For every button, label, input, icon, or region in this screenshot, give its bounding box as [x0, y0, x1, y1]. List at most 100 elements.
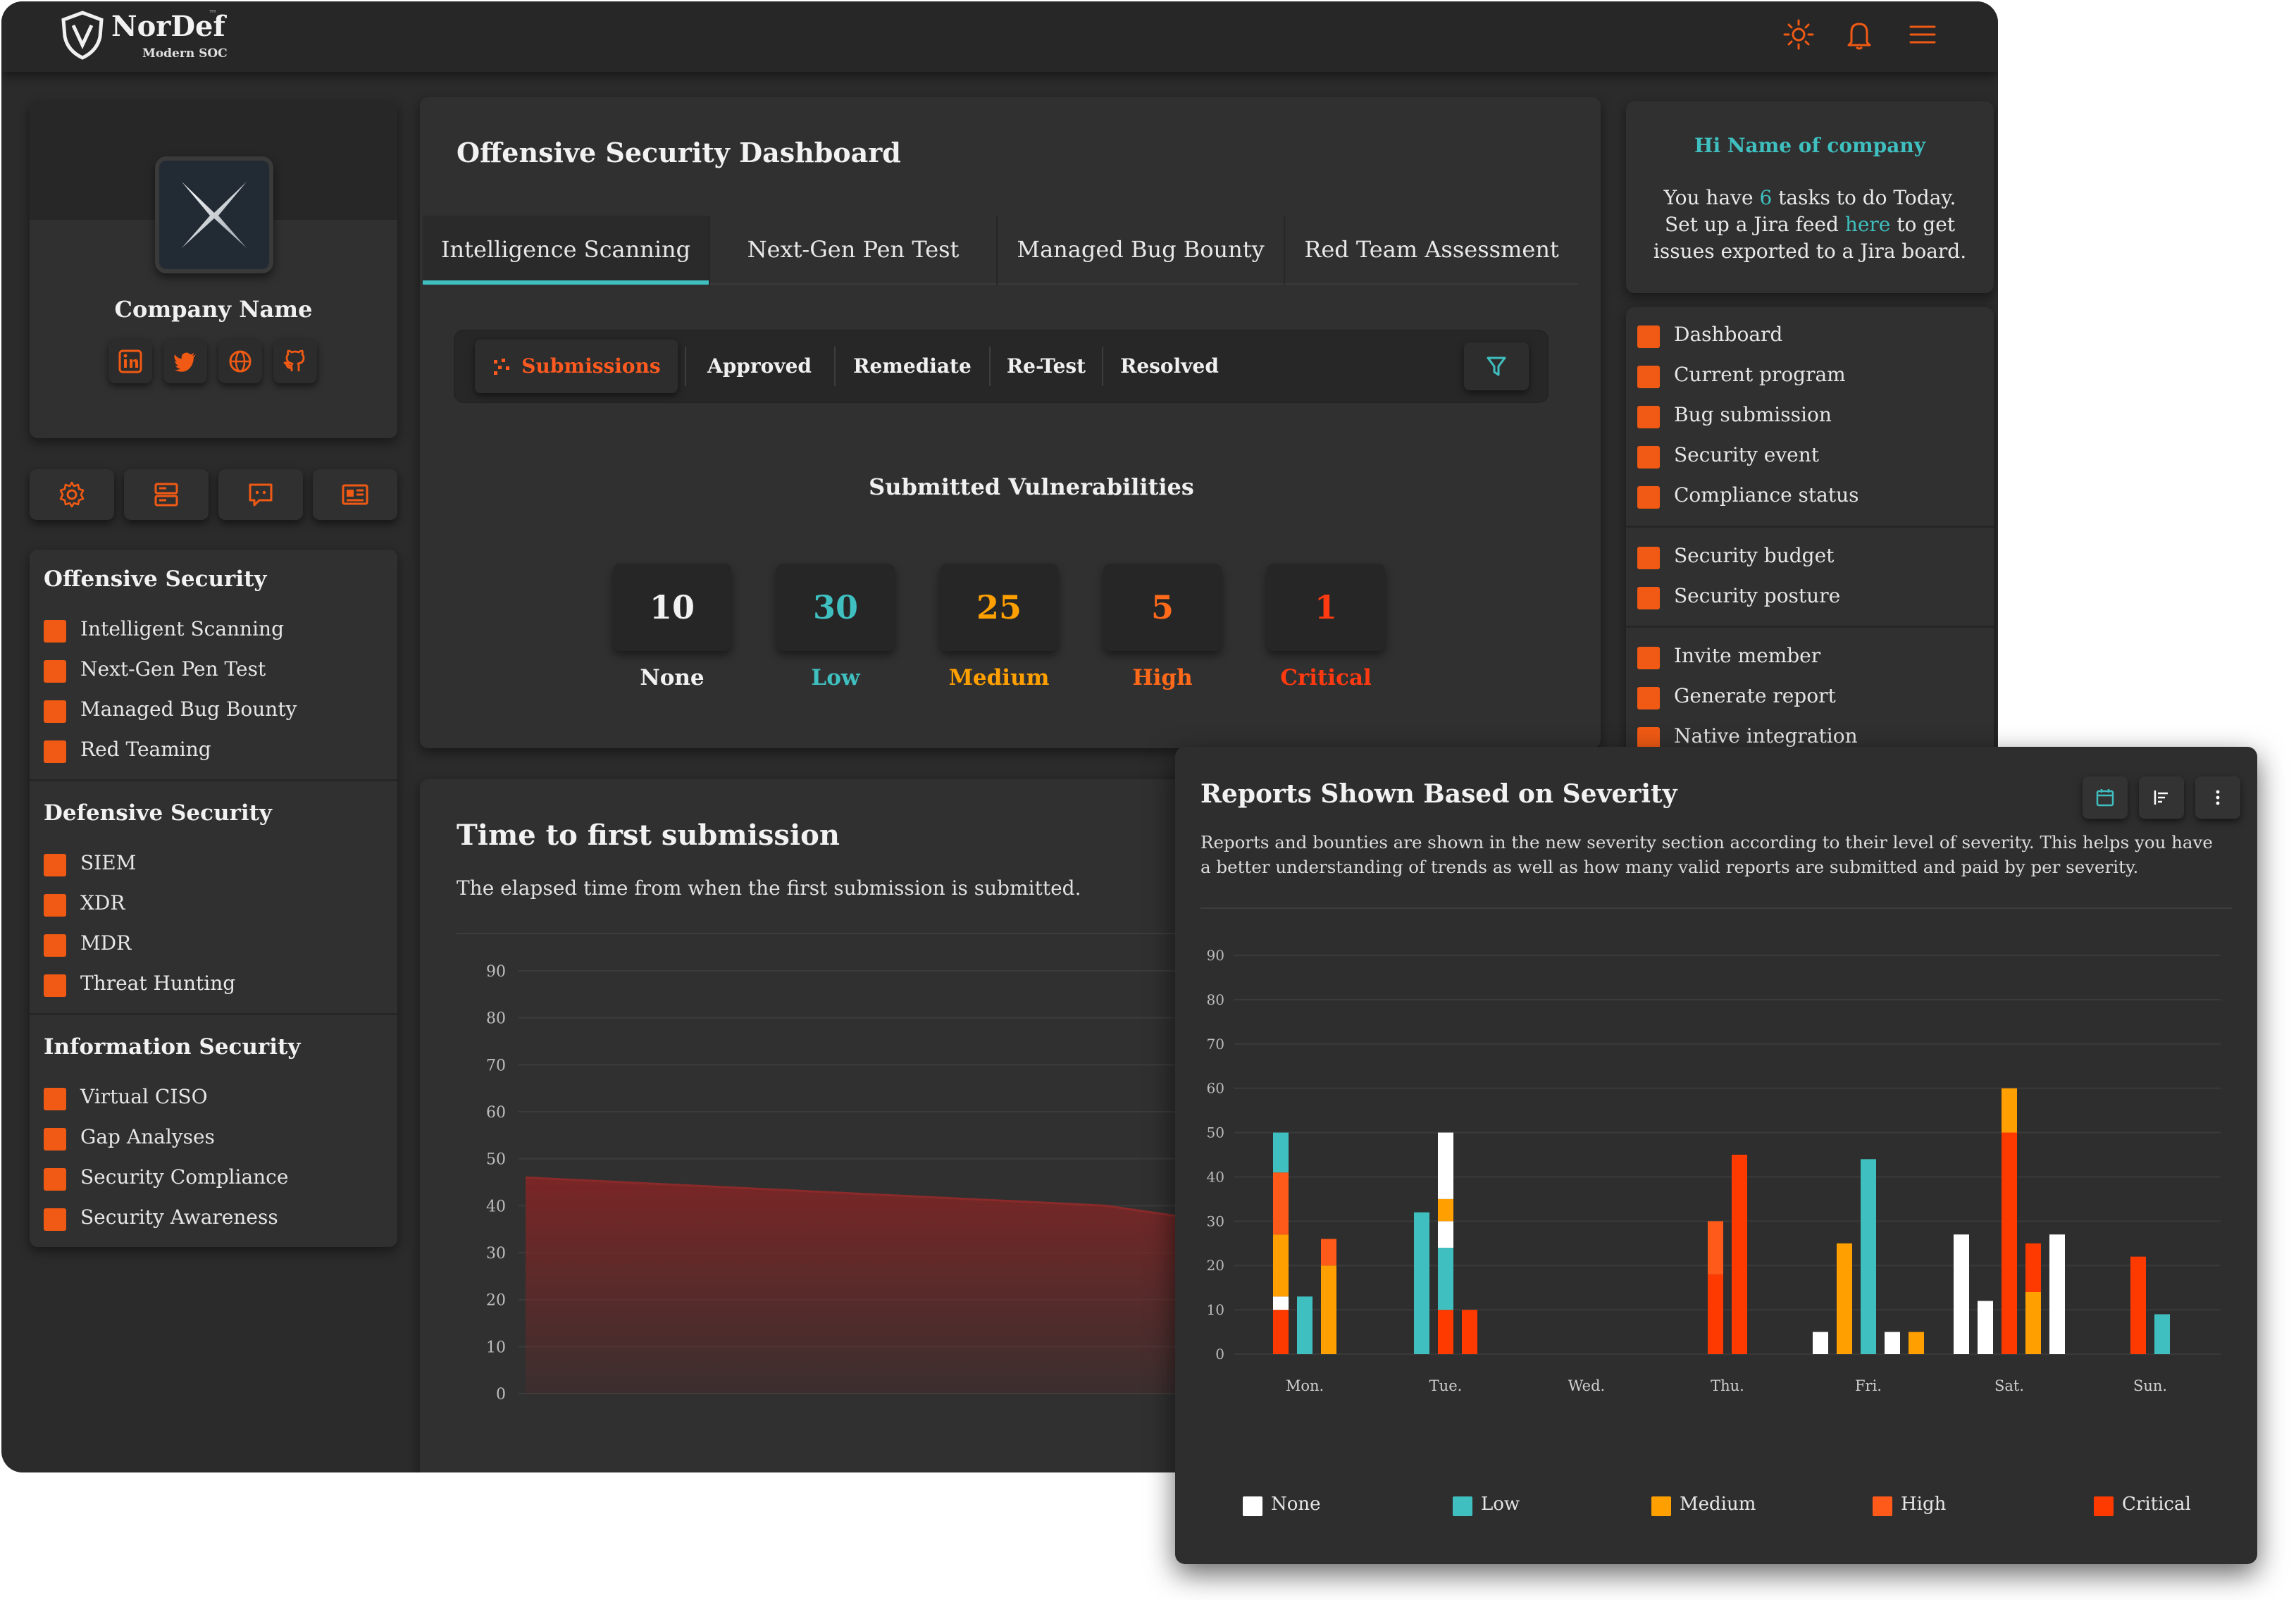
subtab-resolved[interactable]: Resolved — [1120, 354, 1219, 378]
jira-setup-link[interactable]: here — [1844, 213, 1891, 236]
bar-segment-medium[interactable] — [1909, 1332, 1924, 1354]
bar-segment-critical[interactable] — [1732, 1155, 1747, 1354]
y-tick-label: 90 — [486, 963, 506, 981]
vuln-count-none[interactable]: 10 — [613, 564, 731, 651]
tab-next-gen-pen-test[interactable]: Next-Gen Pen Test — [709, 216, 996, 285]
bar-segment-critical[interactable] — [1708, 1274, 1723, 1354]
bar-segment-none[interactable] — [1273, 1296, 1289, 1310]
bar-segment-high[interactable] — [1321, 1239, 1336, 1266]
vuln-label-none: None — [640, 665, 705, 690]
bar-segment-none[interactable] — [1978, 1301, 1993, 1354]
bullet-square-icon — [44, 700, 66, 723]
subtab-divider — [685, 347, 686, 386]
bar-segment-medium[interactable] — [1438, 1198, 1453, 1222]
tab-red-team-assessment[interactable]: Red Team Assessment — [1284, 216, 1578, 285]
github-button[interactable] — [273, 340, 317, 383]
bullet-square-icon — [1637, 325, 1660, 348]
vuln-label-high: High — [1132, 665, 1193, 690]
twitter-button[interactable] — [163, 340, 207, 383]
subtab-divider — [834, 347, 836, 386]
y-tick-label: 70 — [1207, 1036, 1224, 1053]
rnav-label: Security posture — [1674, 584, 1841, 607]
bullet-square-icon — [1637, 486, 1660, 509]
bar-segment-critical[interactable] — [2130, 1256, 2146, 1354]
server-button[interactable] — [124, 469, 209, 520]
subtab-re-test[interactable]: Re-Test — [1006, 354, 1086, 378]
bar-segment-none[interactable] — [2049, 1234, 2065, 1354]
nav-item-label: Security Compliance — [80, 1165, 289, 1189]
settings-button[interactable] — [30, 469, 114, 520]
y-tick-label: 70 — [486, 1057, 506, 1074]
bar-segment-medium[interactable] — [1321, 1265, 1336, 1354]
nav-group-title: Information Security — [44, 1034, 301, 1060]
bar-segment-critical[interactable] — [2002, 1132, 2017, 1354]
globe-icon — [229, 350, 252, 373]
rnav-label: Compliance status — [1674, 483, 1859, 507]
y-tick-label: 90 — [1207, 947, 1224, 964]
twitter-icon — [174, 352, 196, 372]
sort-button[interactable] — [2139, 776, 2184, 819]
bar-segment-none[interactable] — [1954, 1234, 1969, 1354]
more-options-button[interactable] — [2195, 776, 2240, 819]
bar-segment-none[interactable] — [1438, 1221, 1453, 1248]
bar-segment-critical[interactable] — [1273, 1310, 1289, 1354]
subtab-submissions[interactable]: Submissions — [475, 340, 678, 393]
vuln-count-medium[interactable]: 25 — [940, 564, 1058, 651]
bar-segment-low[interactable] — [1438, 1248, 1453, 1310]
greeting-text: to get issues exported to a Jira board. — [1653, 213, 1967, 263]
brand-logo[interactable]: NorDef ™ Modern SOC — [59, 7, 242, 63]
subtab-remediate[interactable]: Remediate — [853, 354, 972, 378]
top-bar: NorDef ™ Modern SOC — [1, 1, 1998, 72]
rnav-label: Invite member — [1674, 644, 1821, 667]
bullet-square-icon — [1637, 366, 1660, 388]
y-tick-label: 80 — [1207, 991, 1224, 1008]
bar-segment-none[interactable] — [1813, 1332, 1828, 1354]
vuln-count-critical[interactable]: 1 — [1267, 564, 1385, 651]
bar-segment-none[interactable] — [1438, 1132, 1453, 1199]
bar-segment-low[interactable] — [2154, 1314, 2170, 1354]
bar-segment-low[interactable] — [1273, 1132, 1289, 1173]
y-tick-label: 20 — [1207, 1257, 1224, 1274]
filter-icon — [1487, 356, 1506, 376]
menu-icon[interactable] — [1906, 18, 1939, 51]
bullet-square-icon — [44, 894, 66, 917]
subtab-approved[interactable]: Approved — [707, 354, 812, 378]
bar-segment-none[interactable] — [1885, 1332, 1900, 1354]
bullet-square-icon — [44, 1128, 66, 1151]
bar-segment-medium[interactable] — [2025, 1291, 2041, 1354]
nav-item-label: Managed Bug Bounty — [80, 697, 297, 721]
company-avatar[interactable] — [155, 156, 273, 273]
website-button[interactable] — [218, 340, 262, 383]
scatter-icon — [494, 358, 510, 375]
linkedin-button[interactable] — [108, 340, 152, 383]
bar-segment-high[interactable] — [1273, 1172, 1289, 1235]
vuln-count-low[interactable]: 30 — [776, 564, 895, 651]
bullet-square-icon — [1637, 406, 1660, 428]
vuln-count-high[interactable]: 5 — [1103, 564, 1222, 651]
legend-swatch — [2094, 1496, 2114, 1516]
calendar-button[interactable] — [2083, 776, 2128, 819]
more-icon — [2216, 790, 2220, 805]
bar-segment-critical[interactable] — [1462, 1310, 1477, 1354]
id-card-button[interactable] — [313, 469, 397, 520]
x-tick-label: Mon. — [1286, 1377, 1324, 1394]
bullet-square-icon — [44, 934, 66, 957]
status-subtabs: Submissions Approved Remediate Re-Test R… — [454, 330, 1549, 403]
bar-segment-medium[interactable] — [2002, 1088, 2017, 1133]
bar-segment-low[interactable] — [1861, 1159, 1876, 1354]
bell-icon[interactable] — [1843, 18, 1875, 51]
bar-segment-critical[interactable] — [1438, 1310, 1453, 1354]
chat-button[interactable] — [218, 469, 303, 520]
bar-segment-low[interactable] — [1414, 1212, 1429, 1354]
nav-divider — [30, 1013, 397, 1015]
bar-segment-high[interactable] — [1708, 1221, 1723, 1275]
bar-segment-low[interactable] — [1297, 1296, 1313, 1354]
bar-segment-medium[interactable] — [1273, 1234, 1289, 1297]
x-tick-label: Thu. — [1711, 1377, 1744, 1394]
bar-segment-critical[interactable] — [2025, 1243, 2041, 1292]
filter-button[interactable] — [1464, 342, 1529, 390]
tab-managed-bug-bounty[interactable]: Managed Bug Bounty — [996, 216, 1284, 285]
sun-icon[interactable] — [1782, 18, 1815, 51]
tab-intelligence-scanning[interactable]: Intelligence Scanning — [423, 216, 709, 285]
bar-segment-medium[interactable] — [1837, 1243, 1852, 1354]
